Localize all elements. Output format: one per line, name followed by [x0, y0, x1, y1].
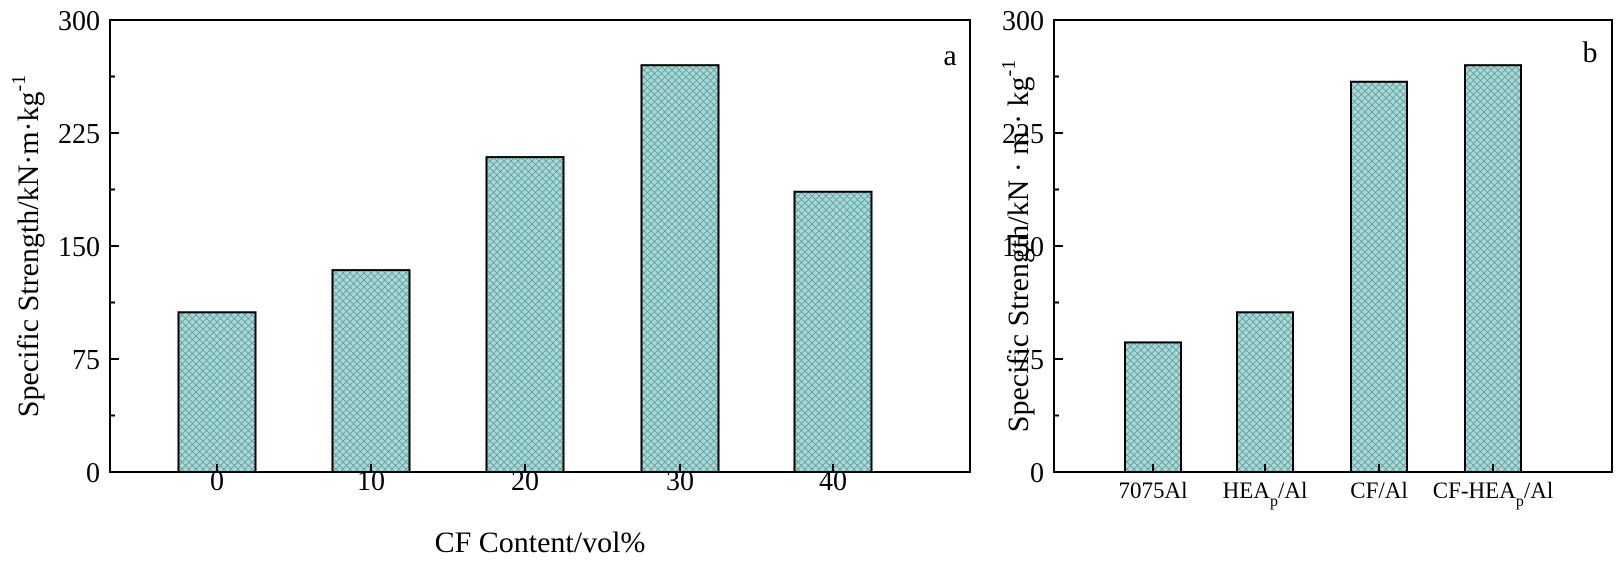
y-axis-title-a: Specific Strength/kN·m·kg-1: [8, 75, 45, 417]
panel-label-b: b: [1583, 36, 1598, 69]
bar: [1236, 311, 1294, 473]
x-tick-label-main: CF/Al: [1350, 478, 1408, 503]
panel-label-a: a: [943, 39, 956, 72]
bars-b: [1124, 64, 1522, 473]
x-tick-label: 40: [819, 466, 847, 497]
y-tick-label: 150: [1002, 232, 1044, 263]
x-tick-label: 30: [666, 466, 694, 497]
y-tick-label: 300: [58, 6, 100, 37]
x-tick-label: 20: [511, 466, 539, 497]
y-tick-label: 150: [58, 232, 100, 263]
x-tick-label-sub: p: [1516, 493, 1524, 510]
x-tick-label-main: HEA: [1223, 478, 1271, 503]
x-tick-label: CF/Al: [1350, 478, 1408, 503]
y-axis-a: 0 75 150 225 300: [58, 6, 119, 489]
y-tick-label: 75: [72, 345, 100, 376]
y-axis-title-b-main: Specific Strength/kN · m · kg: [1002, 76, 1035, 432]
bars-a: [177, 64, 873, 474]
bar: [640, 64, 720, 473]
x-tick-label: 10: [357, 466, 385, 497]
chart-panel-a: 0 75 150 225 300 0 10 20 30 40 a CF Content/vol%…: [8, 6, 971, 559]
x-tick-label: CF-HEAp/Al: [1433, 478, 1553, 510]
x-tick-label: 7075Al: [1119, 478, 1188, 503]
y-tick-label: 300: [1002, 6, 1044, 37]
x-tick-label-sub: p: [1270, 493, 1278, 510]
y-tick-label: 225: [58, 119, 100, 150]
y-axis-title-b-sup: -1: [998, 60, 1020, 77]
bar: [485, 156, 565, 474]
x-axis-title-a: CF Content/vol%: [435, 526, 646, 559]
x-tick-label-main: CF-HEA: [1433, 478, 1516, 503]
y-tick-label: 0: [1030, 458, 1044, 489]
y-tick-label: 75: [1016, 345, 1044, 376]
bar: [1464, 64, 1522, 473]
y-axis-title-a-main: Specific Strength/kN·m·kg: [12, 91, 45, 417]
x-tick-label: 0: [210, 466, 224, 497]
x-axis-a: 0 10 20 30 40: [210, 464, 847, 497]
x-tick-label: HEAp/Al: [1223, 478, 1308, 510]
x-tick-label-tail: /Al: [1524, 478, 1553, 503]
y-tick-label: 225: [1002, 119, 1044, 150]
bar: [177, 311, 257, 473]
bar: [331, 269, 411, 473]
bar: [1124, 341, 1182, 473]
x-tick-label-tail: /Al: [1278, 478, 1307, 503]
y-axis-title-b: Specific Strength/kN · m · kg-1: [998, 60, 1035, 432]
y-axis-title-a-sup: -1: [8, 75, 30, 92]
y-axis-b: 0 75 150 225 300: [1002, 6, 1063, 489]
y-tick-label: 0: [86, 458, 100, 489]
bar: [793, 190, 873, 473]
x-axis-b: 7075Al HEAp/Al CF/Al CF-HEAp/Al: [1119, 464, 1553, 510]
bar: [1350, 80, 1408, 473]
x-tick-label-main: 7075Al: [1119, 478, 1188, 503]
